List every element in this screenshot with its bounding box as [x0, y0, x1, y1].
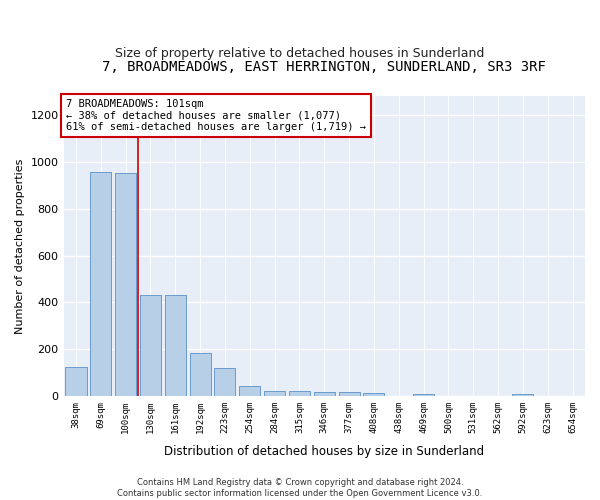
Bar [413, 394, 434, 396]
Bar [115, 174, 136, 396]
Text: Contains HM Land Registry data © Crown copyright and database right 2024.
Contai: Contains HM Land Registry data © Crown c… [118, 478, 482, 498]
Text: 7 BROADMEADOWS: 101sqm
← 38% of detached houses are smaller (1,077)
61% of semi-: 7 BROADMEADOWS: 101sqm ← 38% of detached… [66, 99, 366, 132]
Bar [314, 392, 335, 396]
Bar [90, 172, 112, 396]
Bar [512, 394, 533, 396]
Bar [165, 296, 186, 396]
Text: Size of property relative to detached houses in Sunderland: Size of property relative to detached ho… [115, 48, 485, 60]
Bar [140, 296, 161, 396]
Bar [338, 392, 359, 396]
Title: 7, BROADMEADOWS, EAST HERRINGTON, SUNDERLAND, SR3 3RF: 7, BROADMEADOWS, EAST HERRINGTON, SUNDER… [103, 60, 546, 74]
Bar [239, 386, 260, 396]
X-axis label: Distribution of detached houses by size in Sunderland: Distribution of detached houses by size … [164, 444, 484, 458]
Bar [65, 367, 86, 396]
Bar [364, 393, 385, 396]
Bar [214, 368, 235, 396]
Bar [264, 391, 285, 396]
Bar [289, 391, 310, 396]
Y-axis label: Number of detached properties: Number of detached properties [15, 158, 25, 334]
Bar [190, 353, 211, 397]
